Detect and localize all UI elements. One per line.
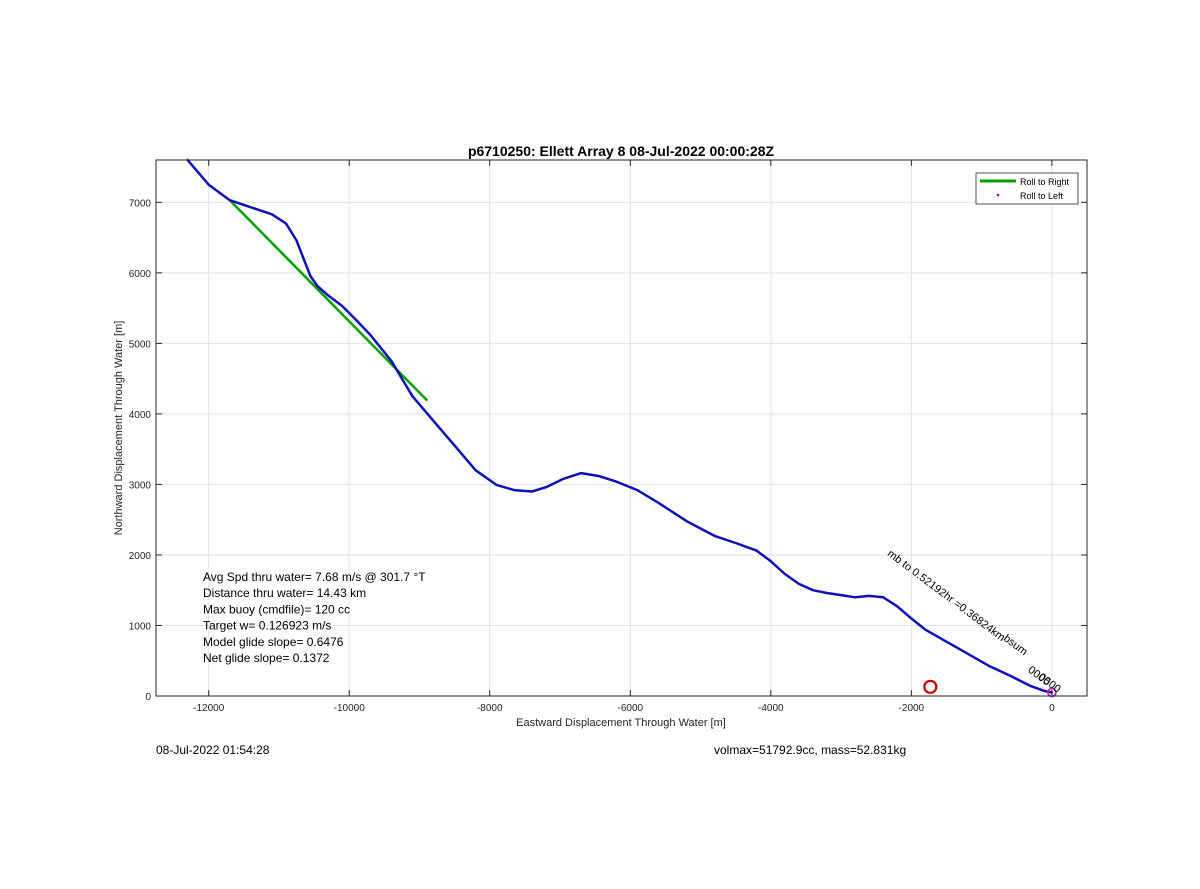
y-tick-label: 4000 [129,410,152,421]
series-lines [186,158,1054,694]
y-tick-label: 5000 [129,339,152,350]
axes-box [155,159,1088,697]
start-marker [923,679,938,694]
timestamp-footer: 08-Jul-2022 01:54:28 [156,743,270,757]
stats-line: Distance thru water= 14.43 km [203,586,366,600]
stats-line: Model glide slope= 0.6476 [203,635,344,649]
y-tick-label: 7000 [129,198,152,209]
legend-box [975,172,1079,205]
legend-label-roll-right: Roll to Right [1020,177,1070,187]
y-tick-label: 2000 [129,551,152,562]
x-tick-label: 0 [1049,703,1055,714]
stats-line: Target w= 0.126923 m/s [203,619,331,633]
x-tick-label: -4000 [758,703,784,714]
dive-label: bsum [1001,632,1030,658]
grid-lines [156,160,1087,697]
y-axis-label: Northward Displacement Through Water [m] [113,321,125,536]
x-axis-label: Eastward Displacement Through Water [m] [516,717,726,729]
y-tick-label: 3000 [129,480,152,491]
volume-mass-footer: volmax=51792.9cc, mass=52.831kg [714,743,907,757]
ticks: -12000 -10000 -8000 -6000 -4000 -2000 0 0 1000 20… [129,160,1087,714]
x-tick-label: -8000 [477,703,503,714]
y-tick-label: 6000 [129,269,152,280]
legend-label-roll-left: Roll to Left [1020,191,1064,201]
x-tick-label: -6000 [617,703,643,714]
x-tick-label: -12000 [193,703,225,714]
stats-line: Max buoy (cmdfile)= 120 cc [203,602,350,616]
legend: Roll to Right Roll to Left [975,172,1079,205]
stats-line: Avg Spd thru water= 7.68 m/s @ 301.7 °T [203,570,426,584]
stats-annotations: Avg Spd thru water= 7.68 m/s @ 301.7 °T D… [203,570,426,665]
legend-dot-roll-left [996,193,1000,197]
y-tick-label: 0 [145,692,151,703]
stats-line: Net glide slope= 0.1372 [203,651,330,665]
x-tick-label: -2000 [899,703,925,714]
track-line [186,158,1054,694]
dive-label: mb to 0.52192hr =0.36824km [885,548,1007,644]
y-tick-label: 1000 [129,621,152,632]
chart-title: p6710250: Ellett Array 8 08-Jul-2022 00:… [468,143,775,159]
x-tick-label: -10000 [334,703,366,714]
